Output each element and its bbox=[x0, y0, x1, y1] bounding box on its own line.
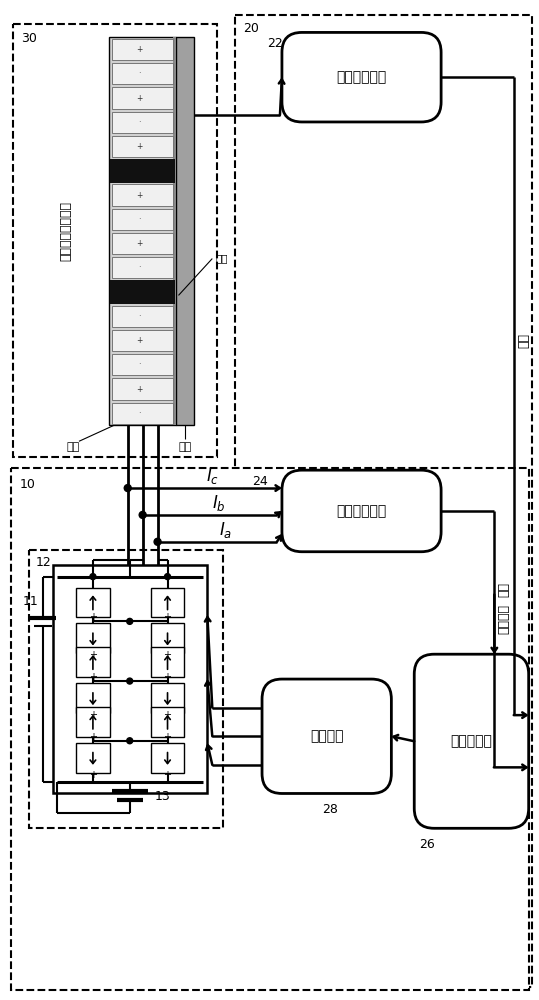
Text: ·: · bbox=[139, 409, 141, 418]
Bar bbox=[112, 378, 174, 400]
Text: $I_a$: $I_a$ bbox=[219, 520, 233, 540]
Circle shape bbox=[127, 618, 133, 624]
Bar bbox=[76, 647, 110, 677]
Text: 电流: 电流 bbox=[497, 582, 510, 597]
Text: +: + bbox=[136, 142, 143, 151]
Bar bbox=[76, 623, 110, 653]
Text: $I_c$: $I_c$ bbox=[206, 466, 219, 486]
Bar bbox=[112, 306, 174, 327]
Bar bbox=[150, 743, 184, 773]
Circle shape bbox=[154, 538, 161, 545]
Text: 10: 10 bbox=[19, 478, 35, 491]
Text: ·: · bbox=[139, 360, 141, 369]
Bar bbox=[235, 15, 531, 987]
Text: 初级: 初级 bbox=[66, 442, 80, 452]
Circle shape bbox=[90, 574, 96, 580]
Text: $I_b$: $I_b$ bbox=[212, 493, 226, 513]
Bar bbox=[176, 37, 195, 425]
Text: +: + bbox=[136, 191, 143, 200]
Text: ·: · bbox=[139, 263, 141, 272]
Text: +: + bbox=[89, 672, 97, 682]
Bar bbox=[29, 550, 223, 828]
Bar bbox=[112, 112, 174, 133]
Bar bbox=[76, 707, 110, 737]
Circle shape bbox=[127, 678, 133, 684]
Text: +: + bbox=[136, 94, 143, 103]
Text: 12: 12 bbox=[35, 556, 51, 569]
Text: +: + bbox=[89, 650, 97, 660]
FancyBboxPatch shape bbox=[414, 654, 529, 828]
Text: +: + bbox=[89, 770, 97, 780]
Text: 22: 22 bbox=[267, 37, 283, 50]
Bar bbox=[172, 37, 176, 425]
Bar bbox=[11, 468, 529, 990]
Text: 11: 11 bbox=[23, 595, 38, 608]
Text: +: + bbox=[136, 239, 143, 248]
Text: ·: · bbox=[139, 69, 141, 78]
Bar bbox=[150, 683, 184, 713]
Text: 30: 30 bbox=[21, 32, 37, 45]
Bar bbox=[112, 233, 174, 254]
Bar bbox=[150, 647, 184, 677]
Bar bbox=[150, 623, 184, 653]
FancyBboxPatch shape bbox=[282, 32, 441, 122]
Text: 电流检测单元: 电流检测单元 bbox=[336, 504, 386, 518]
Circle shape bbox=[125, 485, 131, 492]
Bar bbox=[112, 87, 174, 109]
Bar bbox=[112, 184, 174, 206]
FancyBboxPatch shape bbox=[262, 679, 391, 793]
Text: +: + bbox=[136, 45, 143, 54]
Text: 次级: 次级 bbox=[179, 442, 192, 452]
Text: 26: 26 bbox=[419, 838, 435, 851]
Text: 驱动单元: 驱动单元 bbox=[310, 729, 343, 743]
Text: +: + bbox=[163, 732, 171, 742]
Text: +: + bbox=[136, 385, 143, 394]
Text: ·: · bbox=[139, 118, 141, 127]
Bar bbox=[112, 257, 174, 278]
Text: +: + bbox=[163, 650, 171, 660]
Text: 13: 13 bbox=[155, 790, 171, 803]
Bar bbox=[76, 743, 110, 773]
Text: +: + bbox=[163, 672, 171, 682]
Text: 永磁游标直线电机: 永磁游标直线电机 bbox=[59, 201, 73, 261]
FancyBboxPatch shape bbox=[282, 470, 441, 552]
Text: ·: · bbox=[139, 215, 141, 224]
Text: +: + bbox=[89, 732, 97, 742]
Circle shape bbox=[127, 738, 133, 744]
Text: +: + bbox=[136, 336, 143, 345]
Text: +: + bbox=[89, 612, 97, 622]
Text: +: + bbox=[163, 612, 171, 622]
Text: +: + bbox=[163, 770, 171, 780]
Bar bbox=[53, 565, 208, 793]
Bar bbox=[150, 588, 184, 617]
Bar bbox=[112, 136, 174, 157]
Text: 预设速度: 预设速度 bbox=[498, 604, 511, 634]
Bar bbox=[110, 280, 176, 304]
Bar bbox=[112, 354, 174, 375]
Text: 20: 20 bbox=[243, 22, 259, 35]
Text: 24: 24 bbox=[252, 475, 268, 488]
Text: +: + bbox=[163, 710, 171, 720]
Text: 速度: 速度 bbox=[517, 333, 530, 348]
Text: ·: · bbox=[139, 312, 141, 321]
Bar bbox=[112, 39, 174, 60]
Bar bbox=[76, 588, 110, 617]
Bar bbox=[13, 24, 217, 457]
Text: 隔磁: 隔磁 bbox=[216, 254, 229, 264]
Bar bbox=[110, 159, 176, 183]
Bar bbox=[112, 330, 174, 351]
Text: 28: 28 bbox=[322, 803, 337, 816]
Bar bbox=[150, 707, 184, 737]
Bar bbox=[109, 37, 176, 425]
Text: +: + bbox=[89, 710, 97, 720]
Circle shape bbox=[139, 511, 146, 518]
Circle shape bbox=[164, 574, 170, 580]
Bar bbox=[112, 63, 174, 84]
Bar bbox=[76, 683, 110, 713]
Bar bbox=[112, 403, 174, 424]
Bar bbox=[112, 209, 174, 230]
Text: 位置检测单元: 位置检测单元 bbox=[336, 70, 386, 84]
Text: 主控制单元: 主控制单元 bbox=[451, 734, 493, 748]
